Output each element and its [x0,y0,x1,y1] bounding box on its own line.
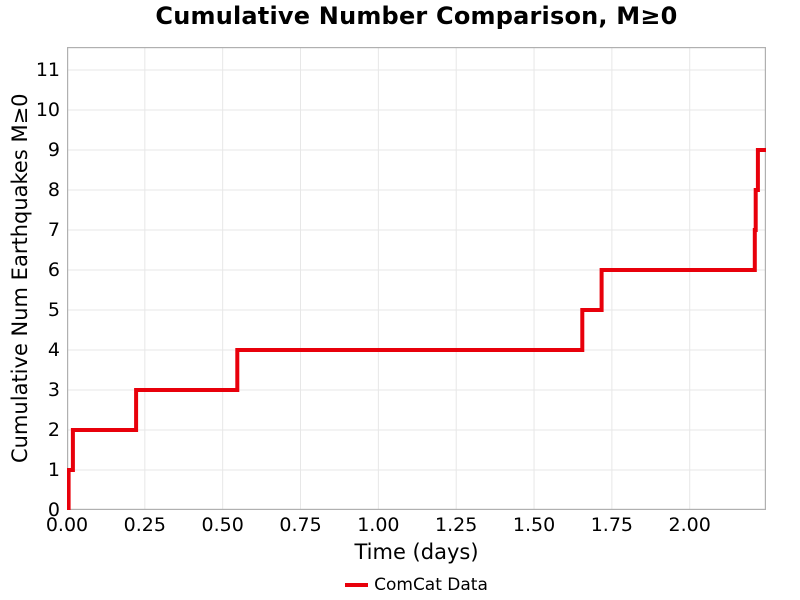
series-step-line [67,148,766,510]
y-tick-label: 5 [47,299,60,321]
y-tick-label: 2 [47,419,60,441]
x-axis-label: Time (days) [354,540,479,564]
y-tick-label: 7 [47,219,60,241]
y-tick-label: 11 [35,59,60,81]
y-tick-label: 6 [47,259,60,281]
y-tick-label: 10 [35,99,60,121]
x-tick-label: 0.50 [201,514,244,536]
x-tick-label: 1.00 [357,514,400,536]
y-tick-label: 1 [47,459,60,481]
y-tick-label: 3 [47,379,60,401]
legend-label: ComCat Data [374,575,488,595]
y-tick-label: 0 [47,499,60,521]
x-tick-label: 1.50 [512,514,556,536]
y-tick-label: 9 [47,139,60,161]
x-tick-label: 0.75 [279,514,322,536]
x-tick-label: 1.25 [435,514,478,536]
legend: ComCat Data [67,575,766,595]
y-tick-label: 4 [47,339,60,361]
x-tick-label: 0.25 [123,514,166,536]
x-tick-label: 2.00 [668,514,711,536]
plot-frame [67,47,766,510]
y-tick-label: 8 [47,179,60,201]
x-tick-label: 1.75 [590,514,634,536]
plot-area [67,47,766,510]
chart-title: Cumulative Number Comparison, M≥0 [155,2,678,30]
x-tick-label: 0.00 [45,514,89,536]
legend-line-swatch [345,583,369,587]
